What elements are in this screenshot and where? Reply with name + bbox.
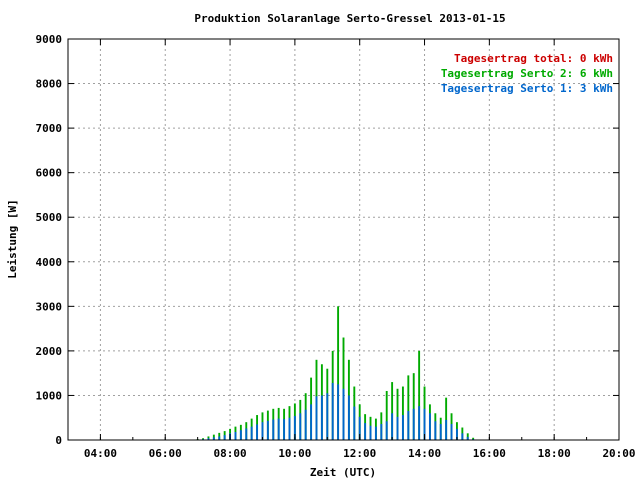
- bar-serto-1: [396, 416, 399, 440]
- y-axis: 0 1000 2000 3000 4000 5000 6000 7000 8000 9000: [36, 33, 619, 447]
- series-serto-1: [196, 382, 480, 440]
- bar-serto-1: [234, 431, 237, 440]
- bar-serto-1: [364, 423, 367, 440]
- bar-serto-2: [466, 433, 469, 440]
- bar-serto-1: [245, 428, 248, 440]
- bar-serto-1: [445, 419, 448, 440]
- x-tick-label: 06:00: [149, 447, 182, 460]
- chart-title: Produktion Solaranlage Serto-Gressel 201…: [194, 12, 505, 25]
- bar-serto-1: [283, 419, 286, 440]
- bar-serto-1: [391, 413, 394, 440]
- y-tick-label: 5000: [36, 211, 63, 224]
- bar-serto-1: [218, 436, 221, 440]
- bar-serto-1: [331, 382, 334, 440]
- plot-frame: [67, 38, 620, 441]
- bar-serto-1: [207, 438, 210, 440]
- bar-serto-1: [299, 413, 302, 440]
- bar-serto-1: [380, 423, 383, 440]
- bar-serto-1: [369, 425, 372, 440]
- bar-serto-2: [385, 390, 388, 440]
- bar-serto-1: [277, 418, 280, 440]
- bar-serto-1: [223, 435, 226, 440]
- bar-serto-1: [450, 423, 453, 440]
- bar-serto-1: [337, 384, 340, 440]
- bar-serto-1: [250, 426, 253, 440]
- bar-serto-2: [337, 306, 340, 440]
- y-axis-label: Leistung [W]: [6, 199, 19, 278]
- bar-serto-1: [347, 395, 350, 440]
- y-tick-label: 8000: [36, 78, 63, 91]
- y-tick-label: 4000: [36, 256, 63, 269]
- y-tick-label: 0: [55, 434, 62, 447]
- x-tick-label: 08:00: [213, 447, 246, 460]
- bar-serto-2: [445, 397, 448, 440]
- bar-serto-1: [272, 419, 275, 440]
- y-tick-label: 3000: [36, 300, 63, 313]
- bar-serto-1: [293, 415, 296, 440]
- bar-serto-1: [423, 408, 426, 440]
- bar-serto-1: [401, 415, 404, 440]
- bar-serto-1: [266, 420, 269, 440]
- bar-serto-1: [407, 411, 410, 440]
- bar-serto-2: [407, 375, 410, 440]
- legend-entry: Tagesertrag Serto 2: 6 kWh: [441, 67, 613, 80]
- bar-serto-2: [472, 437, 475, 440]
- legend: Tagesertrag total: 0 kWh Tagesertrag Sert…: [441, 52, 613, 95]
- bar-serto-1: [288, 417, 291, 440]
- bar-serto-1: [310, 404, 313, 440]
- x-tick-label: 10:00: [278, 447, 311, 460]
- x-tick-label: 14:00: [408, 447, 441, 460]
- x-axis-label: Zeit (UTC): [310, 466, 376, 479]
- bar-serto-1: [326, 393, 329, 440]
- bar-serto-1: [320, 395, 323, 440]
- y-tick-label: 7000: [36, 122, 63, 135]
- bar-serto-1: [461, 433, 464, 440]
- bar-serto-1: [261, 422, 264, 440]
- x-tick-label: 16:00: [473, 447, 506, 460]
- bar-serto-1: [374, 426, 377, 440]
- bar-serto-1: [256, 424, 259, 440]
- bar-serto-1: [212, 437, 215, 440]
- bar-serto-2: [391, 382, 394, 440]
- x-axis: 04:00 06:00 08:00 10:00 12:00 14:00 16:00 18:00…: [67, 39, 636, 460]
- bar-serto-1: [239, 430, 242, 440]
- bar-serto-1: [455, 428, 458, 440]
- y-tick-label: 9000: [36, 33, 63, 46]
- bar-serto-1: [353, 406, 356, 440]
- bar-serto-1: [385, 421, 388, 440]
- x-tick-label: 18:00: [538, 447, 571, 460]
- x-tick-label: 20:00: [602, 447, 635, 460]
- bar-serto-1: [418, 406, 421, 440]
- bar-serto-1: [434, 421, 437, 440]
- bar-serto-1: [412, 408, 415, 440]
- bar-serto-2: [412, 373, 415, 440]
- y-tick-label: 2000: [36, 345, 63, 358]
- bar-serto-2: [401, 386, 404, 440]
- bar-serto-1: [466, 436, 469, 440]
- y-tick-label: 1000: [36, 389, 63, 402]
- bar-serto-1: [439, 423, 442, 440]
- bar-serto-1: [342, 388, 345, 440]
- bar-serto-2: [418, 350, 421, 440]
- y-tick-label: 6000: [36, 167, 63, 180]
- bar-serto-1: [304, 409, 307, 440]
- bar-serto-2: [396, 388, 399, 440]
- bar-serto-1: [428, 413, 431, 440]
- x-tick-label: 04:00: [84, 447, 117, 460]
- bar-serto-1: [358, 416, 361, 440]
- bar-serto-1: [315, 396, 318, 440]
- legend-entry: Tagesertrag total: 0 kWh: [454, 52, 613, 65]
- x-tick-label: 12:00: [343, 447, 376, 460]
- legend-entry: Tagesertrag Serto 1: 3 kWh: [441, 82, 613, 95]
